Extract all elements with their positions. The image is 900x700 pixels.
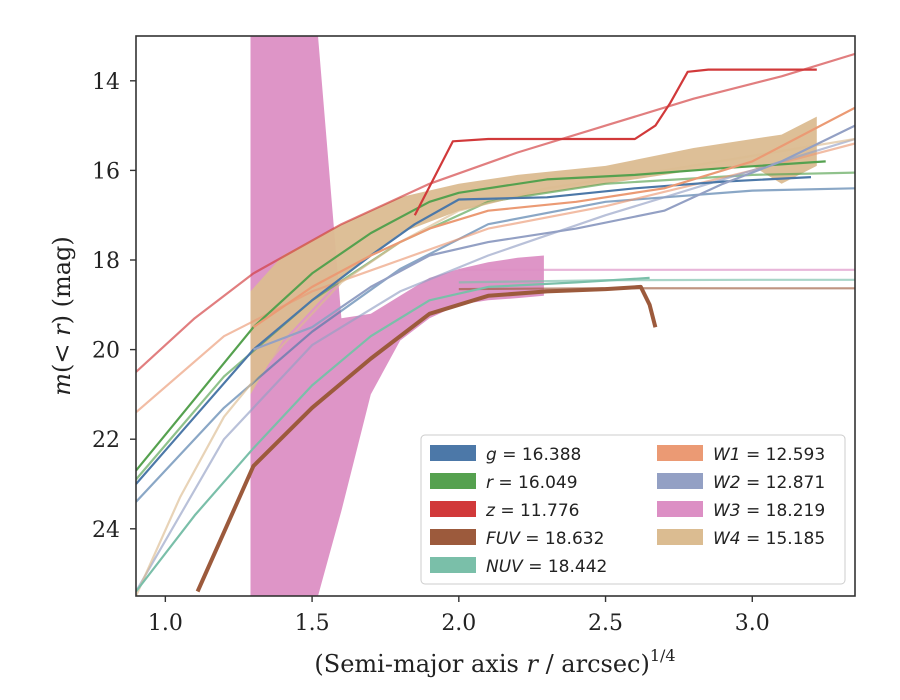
legend-label-nuv: NUV = 18.442 <box>486 557 607 577</box>
legend-swatch-r <box>430 473 476 489</box>
legend-swatch-w2 <box>657 473 703 489</box>
series-w4-band <box>250 116 817 395</box>
series-z-model-line <box>136 52 855 373</box>
series-w2-model-line <box>136 137 855 593</box>
y-tick-label: 22 <box>92 428 120 453</box>
x-axis-label: (Semi-major axis r / arcsec)1/4 <box>314 646 675 678</box>
series-nuv-line <box>136 276 650 593</box>
ticks-layer: 1.0 1.5 2.0 2.5 3.0 14 16 18 20 22 24 <box>92 70 770 636</box>
legend-label-z: z = 11.776 <box>485 501 579 521</box>
series-w1-line <box>252 106 855 329</box>
legend-swatch-nuv <box>430 557 476 573</box>
y-tick-label: 18 <box>92 249 120 274</box>
series-w4-model-line <box>136 137 855 596</box>
legend-swatch-w4 <box>657 529 703 545</box>
y-tick-label: 24 <box>92 518 120 543</box>
legend-label-r: r = 16.049 <box>486 473 578 493</box>
legend-swatch-w3 <box>657 501 703 517</box>
series-z-line <box>413 68 817 216</box>
series-r-line <box>136 160 826 472</box>
legend-label-w3: W3 = 18.219 <box>713 501 825 521</box>
legend-swatch-fuv <box>430 529 476 545</box>
y-tick-label: 14 <box>92 70 120 95</box>
legend-swatch-w1 <box>657 445 703 461</box>
series-g-model-line <box>136 187 855 503</box>
legend-label-w2: W2 = 12.871 <box>713 473 825 493</box>
series-layer <box>136 36 855 596</box>
x-tick-label: 3.0 <box>735 611 770 636</box>
legend-label-fuv: FUV = 18.632 <box>486 529 604 549</box>
x-tick-label: 1.5 <box>295 611 330 636</box>
series-fuv-model-line <box>458 287 855 291</box>
series-nuv-model-line <box>458 278 855 284</box>
legend-swatch-z <box>430 501 476 517</box>
series-fuv-line <box>195 284 658 593</box>
legend-label-w1: W1 = 12.593 <box>713 445 825 465</box>
legend-label-g: g = 16.388 <box>486 445 581 465</box>
y-axis-label: m(< r) (mag) <box>48 236 76 396</box>
legend-label-w4: W4 = 15.185 <box>713 529 825 549</box>
legend-frame <box>420 434 846 585</box>
series-w2-line <box>253 124 855 351</box>
plot-frame <box>135 35 856 597</box>
series-w1-model-line <box>136 142 855 414</box>
series-w3-band <box>250 36 544 596</box>
x-tick-label: 2.0 <box>441 611 476 636</box>
legend-swatch-g <box>430 445 476 461</box>
x-tick-label: 2.5 <box>588 611 623 636</box>
x-tick-label: 1.0 <box>148 611 183 636</box>
y-tick-label: 16 <box>92 159 120 184</box>
series-g-line <box>136 176 812 485</box>
legend: g = 16.388 r = 16.049 z = 11.776 FUV = 18.6… <box>420 434 846 585</box>
y-tick-label: 20 <box>92 339 120 364</box>
